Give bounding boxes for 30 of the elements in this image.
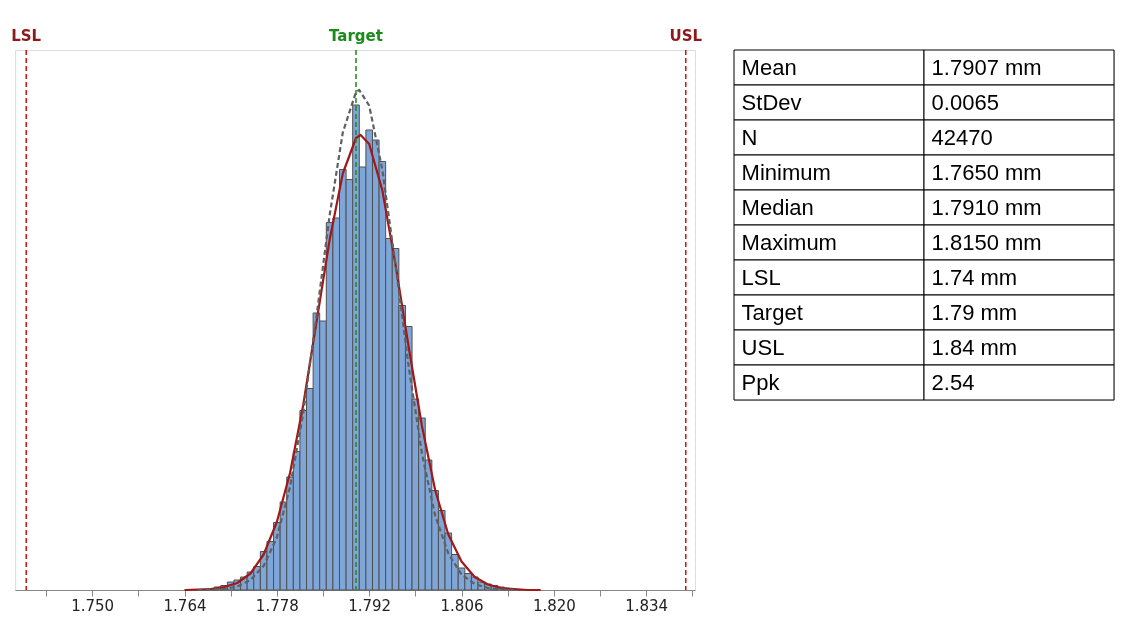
x-tick-label: 1.820	[532, 596, 576, 615]
text: 1.84 mm	[931, 334, 1018, 360]
text: 42470	[931, 124, 993, 150]
text: USL	[741, 334, 785, 360]
text: 0.0065	[931, 89, 999, 115]
text: 1.8150 mm	[931, 229, 1042, 255]
ref-line-label: Target	[329, 27, 383, 45]
ref-line-label: USL	[669, 27, 703, 45]
x-tick-label: 1.806	[440, 596, 484, 615]
text: Ppk	[741, 369, 781, 395]
text: Target	[741, 299, 803, 325]
text: Mean	[741, 54, 797, 80]
x-tick-label: 1.834	[625, 596, 669, 615]
x-tick-label: 1.764	[163, 596, 207, 615]
text: 1.7910 mm	[931, 194, 1042, 220]
text: LSL	[741, 264, 781, 290]
ref-line-label: LSL	[11, 27, 42, 45]
text: 2.54	[931, 369, 975, 395]
text: 1.7650 mm	[931, 159, 1042, 185]
text: 1.79 mm	[931, 299, 1018, 325]
text: StDev	[741, 89, 802, 115]
x-tick-label: 1.792	[348, 596, 392, 615]
text: 1.7907 mm	[931, 54, 1042, 80]
text: Minimum	[741, 159, 831, 185]
text: N	[741, 124, 758, 150]
x-tick-label: 1.778	[255, 596, 299, 615]
text: Maximum	[741, 229, 837, 255]
x-tick-label: 1.750	[71, 596, 115, 615]
text: Median	[741, 194, 814, 220]
text: 1.74 mm	[931, 264, 1018, 290]
